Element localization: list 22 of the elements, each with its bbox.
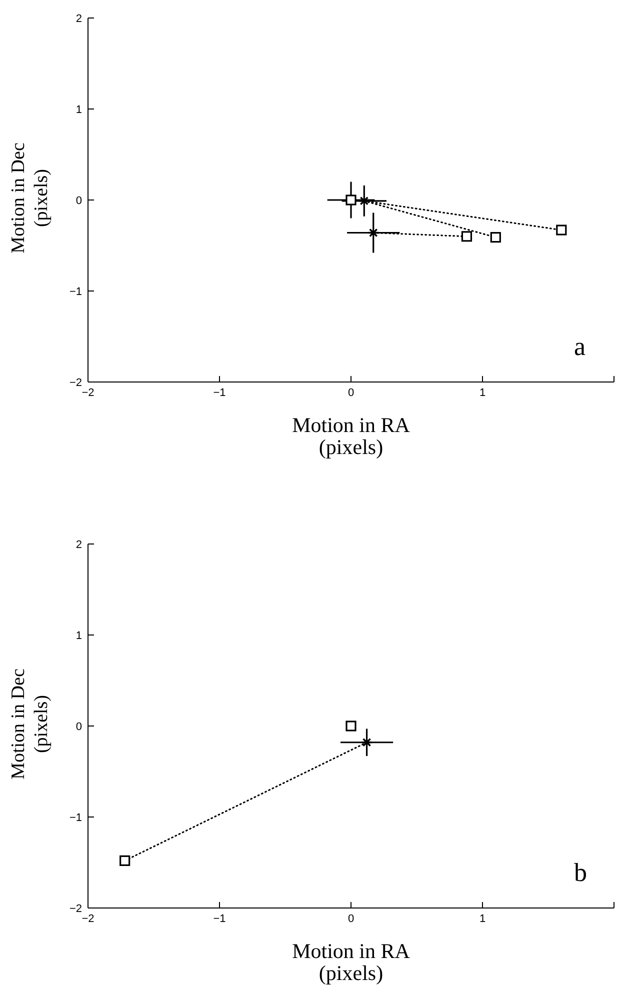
y-tick-label: 0 — [76, 720, 82, 733]
annotation: b — [574, 858, 587, 888]
x-tick-label: −1 — [213, 912, 226, 925]
y-axis-title: Motion in Dec (pixels) — [7, 142, 53, 256]
annotation: a — [574, 332, 586, 362]
y-tick-label: −2 — [69, 376, 82, 389]
y-tick-label: 1 — [76, 630, 82, 642]
x-tick-label: 0 — [348, 912, 354, 925]
y-tick-label: 2 — [76, 12, 82, 25]
y-tick-label: −1 — [69, 286, 82, 298]
y-tick-label: 0 — [76, 194, 82, 207]
x-tick-label: 1 — [479, 386, 486, 399]
y-axis-title: Motion in Dec (pixels) — [7, 668, 53, 782]
x-tick-label: −1 — [213, 386, 226, 399]
x-axis-title: Motion in RA (pixels) — [291, 413, 411, 459]
y-tick-label: −2 — [69, 902, 82, 915]
y-tick-label: −1 — [69, 812, 82, 824]
y-tick-label: 1 — [76, 104, 82, 116]
x-axis-title: Motion in RA (pixels) — [291, 939, 411, 985]
y-tick-label: 2 — [76, 538, 82, 551]
x-tick-label: 1 — [479, 912, 486, 925]
x-tick-label: 0 — [348, 386, 354, 399]
